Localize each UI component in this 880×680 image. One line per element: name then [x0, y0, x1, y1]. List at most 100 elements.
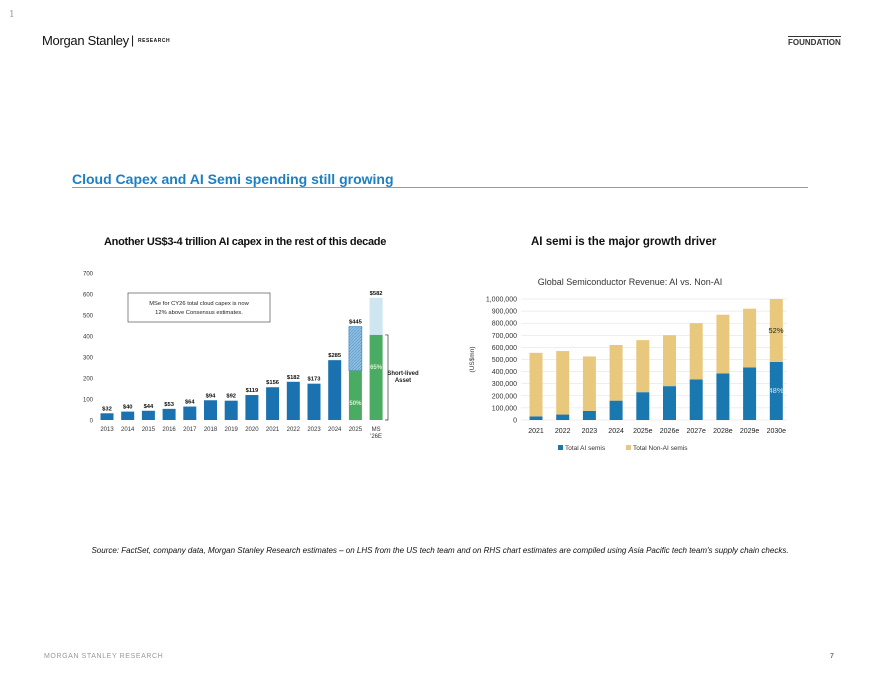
bar-non-ai-semis: [769, 299, 783, 362]
x-tick-label: 2024: [328, 427, 342, 433]
bar-ai-semis: [716, 373, 730, 420]
source-note: Source: FactSet, company data, Morgan St…: [91, 546, 789, 555]
bar-ai-semis: [609, 400, 623, 420]
chart-background: [465, 270, 795, 460]
bar-non-ai-semis: [556, 351, 570, 415]
bracket-label: Asset: [395, 378, 411, 384]
annotation-box: [127, 292, 271, 323]
data-label: $582: [370, 291, 383, 297]
data-label: $32: [102, 406, 112, 412]
right-chart-heading: AI semi is the major growth driver: [531, 236, 717, 248]
data-label: $445: [349, 320, 363, 326]
bar: [121, 411, 135, 420]
data-label: $156: [266, 380, 280, 386]
bar-ai-semis: [663, 386, 676, 420]
x-tick-label: 2030e: [767, 428, 787, 435]
bar: [204, 400, 217, 420]
bar: [183, 406, 197, 420]
share-label: 65%: [370, 365, 383, 371]
y-tick-label: 100,000: [492, 405, 517, 412]
title-divider: [72, 187, 808, 188]
x-tick-label: 2026e: [660, 428, 680, 435]
x-tick-label: 2018: [204, 427, 218, 433]
bar: [266, 387, 280, 420]
y-tick-label: 1,000,000: [486, 297, 517, 304]
y-tick-label: 700,000: [492, 333, 517, 340]
y-tick-label: 300: [83, 356, 94, 362]
brand-logo: Morgan Stanley: [42, 33, 129, 48]
y-tick-label: 500: [83, 314, 94, 320]
y-tick-label: 200: [83, 377, 94, 383]
bar: [162, 408, 176, 420]
x-tick-label: 2020: [245, 427, 259, 433]
x-tick-label: 2015: [142, 427, 156, 433]
data-label: $285: [328, 353, 342, 359]
x-tick-label: 2016: [162, 427, 176, 433]
x-tick-label: 2017: [183, 427, 197, 433]
page-number: 7: [830, 653, 834, 660]
legend-swatch: [626, 445, 631, 450]
bar-non-ai-semis: [636, 340, 650, 393]
bar: [100, 413, 114, 420]
bar-ai-semis: [743, 367, 757, 420]
x-tick-label: 2013: [100, 427, 114, 433]
section-label: FOUNDATION: [788, 36, 841, 47]
bar-ai-semis: [582, 410, 596, 420]
share-label: 50%: [349, 401, 362, 407]
footer-text: MORGAN STANLEY RESEARCH: [44, 653, 164, 660]
bar: [224, 400, 238, 420]
y-tick-label: 300,000: [492, 381, 517, 388]
x-tick-label: 2028e: [713, 428, 733, 435]
y-tick-label: 400: [83, 335, 94, 341]
x-tick-label: 2021: [266, 427, 280, 433]
y-tick-label: 0: [90, 419, 94, 425]
bar-upper-segment: [369, 297, 383, 335]
bracket-label: Short-lived: [387, 371, 419, 377]
bar-ai-semis: [689, 379, 703, 420]
x-tick-label: 2023: [582, 428, 598, 435]
bracket: [385, 334, 389, 421]
bar: [307, 383, 321, 420]
bar-short-lived-segment: [348, 370, 362, 420]
data-label: $40: [123, 405, 133, 411]
y-tick-label: 0: [513, 418, 517, 425]
slide-title: Cloud Capex and AI Semi spending still g…: [72, 171, 394, 187]
data-label: $94: [206, 393, 216, 399]
bar-ai-semis: [529, 416, 543, 420]
x-tick-label: 2019: [225, 427, 239, 433]
x-tick-label: 2021: [528, 428, 544, 435]
data-label: $173: [308, 377, 322, 383]
logo-separator: |: [131, 33, 135, 47]
bar-non-ai-semis: [582, 356, 596, 411]
y-tick-label: 400,000: [492, 369, 517, 376]
data-label: $119: [246, 388, 259, 394]
y-tick-label: 600: [83, 293, 94, 299]
x-tick-label: 2023: [307, 427, 321, 433]
bar-ai-semis: [769, 361, 783, 420]
annotation-text-line: MSe for CY26 total cloud capex is now: [149, 301, 249, 307]
bar-non-ai-semis: [663, 335, 676, 387]
x-tick-label: 2025: [349, 427, 363, 433]
y-tick-label: 100: [83, 398, 94, 404]
x-tick-label: '26E: [370, 434, 382, 440]
y-tick-label: 200,000: [492, 393, 517, 400]
x-tick-label: 2029e: [740, 428, 760, 435]
research-label: RESEARCH: [138, 38, 171, 44]
y-tick-label: 700: [83, 272, 94, 278]
x-tick-label: 2022: [555, 428, 571, 435]
legend-label: Total AI semis: [565, 445, 606, 452]
bar-non-ai-semis: [609, 344, 623, 401]
x-tick-label: 2025e: [633, 428, 653, 435]
y-tick-label: 800,000: [492, 321, 517, 328]
x-tick-label: 2014: [121, 427, 135, 433]
chart-title: Global Semiconductor Revenue: AI vs. Non…: [538, 277, 723, 287]
page-marker: 1: [9, 10, 15, 20]
annotation-text-line: 12% above Consensus estimates.: [155, 310, 243, 316]
legend-swatch: [558, 445, 563, 450]
bar-non-ai-semis: [716, 314, 730, 374]
y-axis-label: (US$mn): [469, 346, 476, 372]
x-tick-label: 2027e: [686, 428, 706, 435]
x-tick-label: 2022: [287, 427, 301, 433]
annotation-ai-share: 48%: [768, 386, 783, 395]
